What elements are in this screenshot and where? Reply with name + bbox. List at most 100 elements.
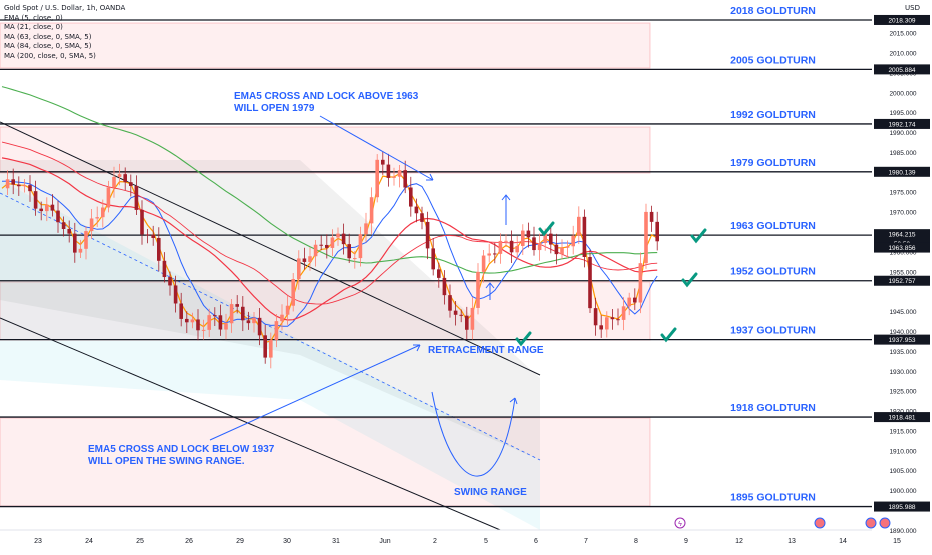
time-label-3: 26 bbox=[185, 538, 193, 545]
time-label-5: 30 bbox=[283, 538, 291, 545]
price-tick-14: 1930.000 bbox=[889, 369, 916, 376]
candle-body bbox=[526, 230, 531, 238]
time-label-4: 29 bbox=[236, 538, 244, 545]
indicator-ma63[interactable]: MA (63, close, 0, SMA, 5) bbox=[4, 32, 92, 41]
candle-body bbox=[644, 211, 648, 264]
price-tick-21: 1890.000 bbox=[889, 528, 916, 535]
zone-1952-1937 bbox=[0, 281, 651, 341]
candle-body bbox=[257, 317, 262, 336]
candle-body bbox=[269, 339, 273, 358]
candle-body bbox=[532, 237, 536, 251]
candle-body bbox=[78, 248, 83, 253]
time-axis-labels: 23 24 25 26 29 30 31 Jun 2 5 6 7 8 9 12 13 14 15 bbox=[34, 538, 901, 545]
candle-body bbox=[649, 211, 654, 222]
ma21-line bbox=[1, 180, 658, 327]
candle-body bbox=[521, 230, 525, 246]
candle-body bbox=[67, 228, 71, 234]
price-badge-3: 1980.139 bbox=[888, 169, 915, 176]
price-badge-bg-6 bbox=[874, 334, 930, 345]
candle-body bbox=[476, 271, 480, 308]
candle-body bbox=[157, 237, 161, 261]
event-icons[interactable]: ϟ bbox=[674, 517, 891, 529]
candle-body bbox=[185, 318, 189, 323]
candle-body bbox=[45, 204, 49, 212]
candle-body bbox=[593, 308, 598, 326]
candle-body bbox=[543, 233, 547, 244]
annotation-text-swing-line1: EMA5 CROSS AND LOCK BELOW 1937 bbox=[88, 444, 275, 455]
goldturn-label-7: 1918 GOLDTURN bbox=[730, 402, 816, 414]
price-tick-16: 1920.000 bbox=[889, 409, 916, 416]
price-badge-6: 1937.953 bbox=[888, 337, 915, 344]
candle-body bbox=[627, 297, 631, 307]
candle-body bbox=[386, 164, 391, 178]
price-tick-10: 1955.000 bbox=[889, 269, 916, 276]
up-arrow-lower bbox=[485, 282, 495, 300]
candle-body bbox=[207, 315, 211, 330]
time-label-15: 13 bbox=[788, 538, 796, 545]
candle-body bbox=[341, 233, 346, 245]
goldturn-label-3: 1979 GOLDTURN bbox=[730, 157, 816, 169]
level-lines bbox=[0, 19, 872, 508]
price-scale-bg[interactable] bbox=[872, 0, 932, 550]
goldturn-label-4: 1963 GOLDTURN bbox=[730, 220, 816, 232]
lightning-glyph: ϟ bbox=[678, 521, 682, 528]
candle-body bbox=[241, 306, 245, 321]
us-flag-event-icon-3[interactable] bbox=[879, 517, 891, 529]
zone-2018-2005 bbox=[0, 22, 651, 69]
price-tick-6: 1985.000 bbox=[889, 150, 916, 157]
candle-body bbox=[403, 170, 407, 188]
indicator-ma21[interactable]: MA (21, close, 0) bbox=[4, 23, 63, 32]
time-label-17: 15 bbox=[893, 538, 901, 545]
goldturn-label-8: 1895 GOLDTURN bbox=[730, 492, 816, 504]
candle-body bbox=[336, 233, 340, 238]
candle-body bbox=[448, 295, 452, 311]
candle-body bbox=[487, 253, 491, 256]
channel-lower-line[interactable] bbox=[0, 317, 506, 533]
goldturn-label-1: 2005 GOLDTURN bbox=[730, 54, 816, 66]
check-icon-1952 bbox=[681, 272, 698, 288]
price-badge-bg-1 bbox=[874, 64, 930, 75]
candle-body bbox=[655, 221, 659, 242]
indicator-ma84[interactable]: MA (84, close, 0, SMA, 5) bbox=[4, 42, 92, 51]
last-price-badge: 1964.215 bbox=[888, 232, 915, 239]
indicator-ema5[interactable]: EMA (5, close, 0) bbox=[4, 13, 63, 22]
candle-body bbox=[353, 258, 357, 260]
price-tick-1: 2010.000 bbox=[889, 51, 916, 58]
price-tick-4: 1995.000 bbox=[889, 110, 916, 117]
candle-body bbox=[319, 244, 323, 246]
candle-body bbox=[22, 185, 27, 187]
candle-body bbox=[246, 320, 251, 324]
channel-upper-line[interactable] bbox=[0, 121, 541, 376]
annotation-arrow-retrace bbox=[209, 344, 421, 441]
candle-body bbox=[173, 285, 178, 304]
price-badge-0: 2018.309 bbox=[888, 17, 915, 24]
candle-body bbox=[308, 256, 312, 262]
check-icon-1963-a bbox=[538, 221, 555, 237]
price-badge-8: 1895.988 bbox=[888, 504, 915, 511]
price-tick-20: 1900.000 bbox=[889, 488, 916, 495]
us-flag-event-icon-2[interactable] bbox=[865, 517, 877, 529]
lightning-event-icon[interactable] bbox=[674, 517, 686, 529]
candle-body bbox=[364, 223, 368, 235]
symbol-title[interactable]: Gold Spot / U.S. Dollar, 1h, OANDA bbox=[4, 4, 126, 12]
time-label-7: Jun bbox=[379, 538, 390, 545]
candle-body bbox=[145, 234, 150, 236]
candle-body bbox=[571, 235, 575, 247]
us-flag-event-icon[interactable] bbox=[814, 517, 826, 529]
time-label-16: 14 bbox=[839, 538, 847, 545]
price-tick-5: 1990.000 bbox=[889, 130, 916, 137]
time-label-12: 8 bbox=[634, 538, 638, 545]
candle-body bbox=[56, 210, 60, 223]
price-badge-2: 1992.174 bbox=[888, 121, 915, 128]
time-axis-bg[interactable] bbox=[0, 530, 872, 550]
time-label-10: 6 bbox=[534, 538, 538, 545]
candle-body bbox=[621, 306, 626, 320]
candle-body bbox=[420, 213, 424, 222]
candle-body bbox=[151, 234, 155, 238]
channel-mid-line[interactable] bbox=[0, 192, 541, 461]
goldturn-label-5: 1952 GOLDTURN bbox=[730, 266, 816, 278]
indicator-ma200[interactable]: MA (200, close, 0, SMA, 5) bbox=[4, 51, 96, 60]
candle-body bbox=[17, 184, 21, 187]
